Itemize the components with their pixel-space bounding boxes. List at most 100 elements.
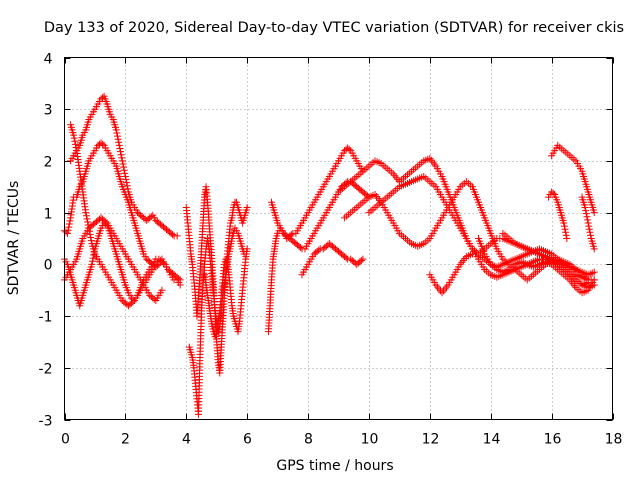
- data-point: [586, 228, 594, 236]
- data-point: [70, 131, 78, 139]
- data-point: [435, 285, 443, 293]
- data-point: [581, 203, 589, 211]
- data-point: [65, 223, 73, 231]
- x-tick-label: 16: [544, 432, 562, 448]
- data-point: [549, 189, 557, 197]
- data-point: [590, 209, 598, 217]
- data-point: [158, 286, 166, 294]
- chart-title: Day 133 of 2020, Sidereal Day-to-day VTE…: [44, 20, 624, 36]
- data-point: [458, 258, 466, 266]
- data-point: [584, 216, 592, 224]
- y-tick-label: -2: [39, 362, 53, 378]
- data-point: [590, 276, 598, 284]
- data-point: [561, 225, 569, 233]
- data-point: [459, 256, 467, 264]
- data-point: [124, 185, 132, 193]
- data-point: [585, 222, 593, 230]
- data-point: [440, 287, 448, 295]
- series-trace-16: [475, 235, 598, 297]
- series-trace-6: [182, 183, 251, 377]
- data-point: [65, 220, 73, 228]
- data-point: [115, 138, 123, 146]
- data-point: [113, 129, 121, 137]
- data-point: [342, 254, 350, 262]
- data-point: [72, 143, 80, 151]
- data-point: [152, 255, 160, 263]
- series-trace-19: [545, 188, 571, 242]
- data-point: [87, 237, 95, 245]
- x-axis-label: GPS time / hours: [276, 458, 393, 474]
- data-point: [70, 134, 78, 142]
- data-point: [118, 157, 126, 165]
- series-trace-8: [201, 245, 251, 341]
- data-point: [590, 268, 598, 276]
- data-point: [563, 235, 571, 242]
- data-point: [89, 257, 97, 265]
- y-tick-label: 3: [44, 103, 53, 119]
- data-point: [90, 248, 98, 256]
- data-point: [119, 160, 127, 168]
- data-point: [113, 132, 121, 140]
- data-point: [243, 245, 251, 253]
- data-point: [443, 283, 451, 291]
- data-point: [99, 140, 107, 148]
- data-point: [121, 169, 129, 177]
- data-point: [64, 229, 72, 237]
- data-point: [429, 158, 437, 166]
- x-tick-label: 10: [361, 432, 379, 448]
- y-tick-label: -3: [39, 414, 53, 430]
- data-point: [433, 283, 441, 291]
- data-point: [116, 145, 124, 153]
- data-point: [71, 140, 79, 148]
- data-point: [373, 192, 381, 200]
- x-tick-label: 8: [304, 432, 313, 448]
- data-point: [175, 275, 183, 283]
- series-trace-4: [61, 214, 166, 305]
- data-point: [159, 259, 167, 267]
- data-point: [71, 137, 79, 145]
- data-point: [169, 231, 177, 239]
- data-point: [90, 251, 98, 259]
- data-point: [84, 218, 92, 226]
- data-point: [584, 219, 592, 227]
- data-point: [64, 226, 72, 234]
- data-point: [129, 295, 137, 303]
- y-tick-label: 4: [44, 52, 53, 68]
- x-tick-label: 0: [61, 432, 70, 448]
- x-tick-label: 14: [483, 432, 501, 448]
- tick-marks: [64, 57, 614, 421]
- data-point: [427, 156, 435, 164]
- data-point: [123, 182, 131, 190]
- data-point: [123, 179, 131, 187]
- data-point: [83, 215, 91, 223]
- data-point: [120, 166, 128, 174]
- x-tick-label: 4: [182, 432, 191, 448]
- data-point: [86, 230, 94, 238]
- data-point: [117, 151, 125, 159]
- data-point: [89, 254, 97, 262]
- data-point: [121, 172, 129, 180]
- data-point: [583, 213, 591, 221]
- data-point: [118, 154, 126, 162]
- data-point: [117, 148, 125, 156]
- data-point: [102, 220, 110, 228]
- data-point: [587, 231, 595, 239]
- series-trace-17: [499, 229, 598, 279]
- grid-lines: [64, 57, 613, 420]
- x-tick-label: 2: [121, 432, 130, 448]
- series-trace-9: [264, 144, 367, 336]
- data-point: [359, 255, 367, 263]
- data-point: [441, 285, 449, 293]
- x-tick-label: 18: [605, 432, 623, 448]
- series-trace-18: [548, 141, 598, 217]
- data-point: [562, 228, 570, 236]
- y-tick-label: -1: [39, 310, 53, 326]
- data-point: [357, 256, 365, 264]
- data-point: [585, 225, 593, 233]
- x-tick-label: 12: [422, 432, 440, 448]
- data-point: [560, 222, 568, 230]
- data-point: [176, 276, 184, 284]
- data-point: [120, 163, 128, 171]
